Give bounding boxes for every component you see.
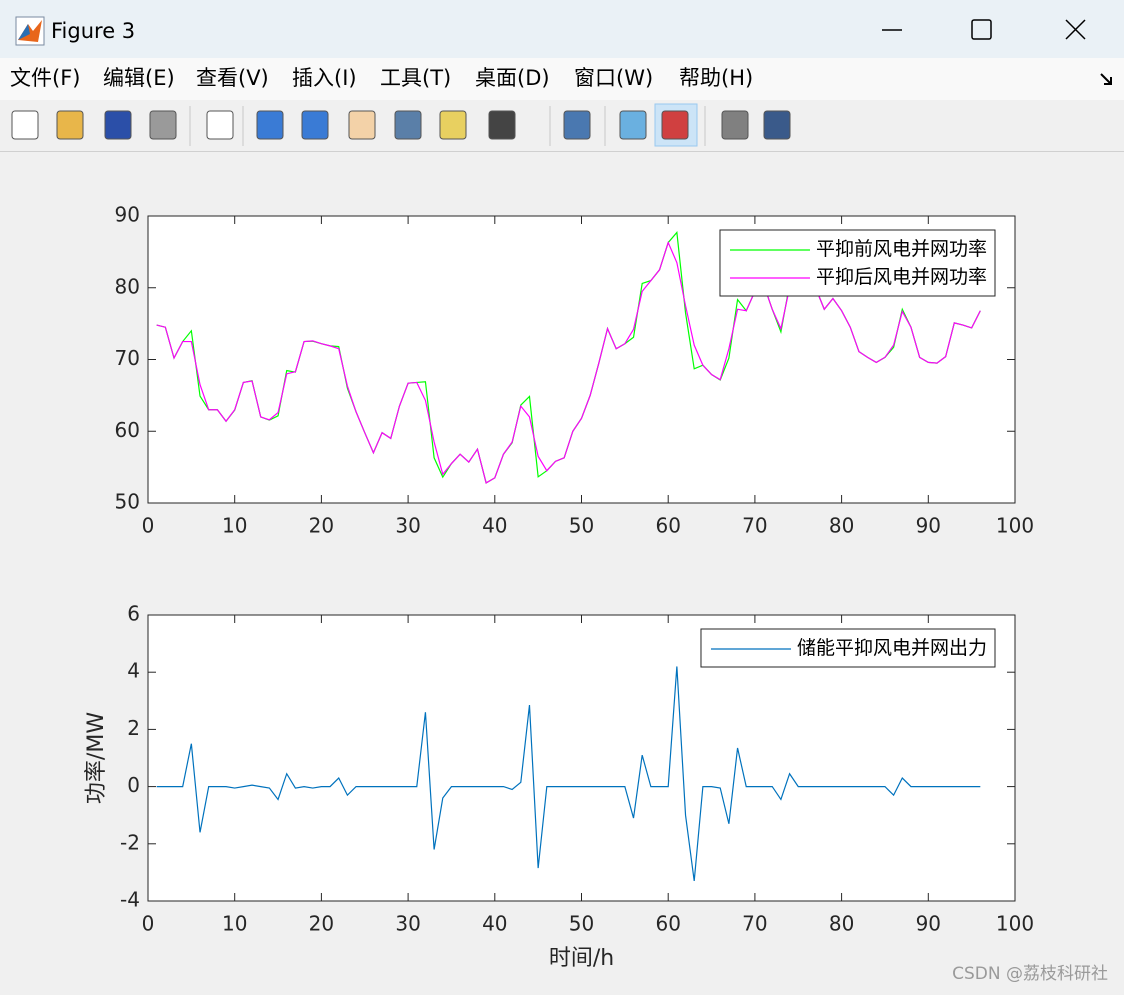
y-tick-label: 70 xyxy=(115,346,140,370)
y-tick-label: 4 xyxy=(127,659,140,683)
toolbar-button[interactable] xyxy=(104,110,132,140)
x-tick-label: 20 xyxy=(309,912,334,936)
toolbar-button[interactable] xyxy=(619,110,647,140)
x-tick-label: 30 xyxy=(395,514,420,538)
y-tick-label: 2 xyxy=(127,716,140,740)
menu-expand-icon[interactable] xyxy=(1100,73,1112,85)
data-line xyxy=(156,240,981,484)
toolbar-button[interactable] xyxy=(763,110,791,140)
maximize-button[interactable] xyxy=(971,19,992,40)
x-tick-label: 90 xyxy=(916,912,941,936)
y-tick-label: -2 xyxy=(120,830,140,854)
x-tick-label: 60 xyxy=(655,514,680,538)
toolbar-button[interactable] xyxy=(256,110,284,140)
x-tick-label: 30 xyxy=(395,912,420,936)
toolbar-button[interactable] xyxy=(348,110,376,140)
menu-item[interactable]: 窗口(W) xyxy=(574,66,653,90)
menu-item[interactable]: 查看(V) xyxy=(196,66,269,90)
menu-item[interactable]: 插入(I) xyxy=(292,66,357,90)
data-line xyxy=(156,666,981,882)
x-tick-label: 100 xyxy=(996,514,1034,538)
toolbar-button[interactable] xyxy=(11,110,39,140)
x-tick-label: 80 xyxy=(829,912,854,936)
x-tick-label: 20 xyxy=(309,514,334,538)
x-tick-label: 80 xyxy=(829,514,854,538)
x-tick-label: 50 xyxy=(569,912,594,936)
app-icon xyxy=(15,16,45,46)
y-tick-label: 80 xyxy=(115,274,140,298)
menu-bar xyxy=(0,58,1124,100)
toolbar-button[interactable] xyxy=(149,110,177,140)
y-tick-label: 90 xyxy=(115,203,140,227)
x-tick-label: 60 xyxy=(655,912,680,936)
x-tick-label: 0 xyxy=(142,514,155,538)
x-tick-label: 10 xyxy=(222,912,247,936)
toolbar-button[interactable] xyxy=(301,110,329,140)
y-tick-label: 50 xyxy=(115,490,140,514)
legend: 储能平抑风电并网出力 xyxy=(700,628,996,668)
legend-frame xyxy=(700,628,996,668)
legend-label: 平抑后风电并网功率 xyxy=(816,266,987,288)
menu-item[interactable]: 帮助(H) xyxy=(679,66,753,90)
watermark: CSDN @荔枝科研社 xyxy=(952,964,1108,984)
x-tick-label: 50 xyxy=(569,514,594,538)
y-tick-label: 6 xyxy=(127,602,140,626)
y-tick-label: -4 xyxy=(120,888,140,912)
toolbar-button[interactable] xyxy=(394,110,422,140)
toolbar-button[interactable] xyxy=(488,110,516,140)
toolbar-button[interactable] xyxy=(56,110,84,140)
close-button[interactable] xyxy=(1065,19,1086,40)
toolbar-button[interactable] xyxy=(206,110,234,140)
toolbar-button[interactable] xyxy=(721,110,749,140)
menu-item[interactable]: 桌面(D) xyxy=(475,66,550,90)
x-tick-label: 40 xyxy=(482,514,507,538)
x-tick-label: 0 xyxy=(142,912,155,936)
menu-item[interactable]: 文件(F) xyxy=(10,66,80,90)
toolbar-button[interactable] xyxy=(439,110,467,140)
title-bar xyxy=(0,0,1124,58)
x-tick-label: 40 xyxy=(482,912,507,936)
window-title: Figure 3 xyxy=(51,19,135,43)
toolbar-button[interactable] xyxy=(661,110,689,140)
x-axis-label: 时间/h xyxy=(549,946,614,971)
x-tick-label: 100 xyxy=(996,912,1034,936)
x-tick-label: 70 xyxy=(742,912,767,936)
x-tick-label: 90 xyxy=(916,514,941,538)
legend-label: 平抑前风电并网功率 xyxy=(816,238,987,260)
legend-label: 储能平抑风电并网出力 xyxy=(797,637,987,659)
menu-item[interactable]: 工具(T) xyxy=(380,66,451,90)
y-tick-label: 0 xyxy=(127,773,140,797)
x-tick-label: 10 xyxy=(222,514,247,538)
toolbar xyxy=(0,100,1124,151)
y-axis-label: 功率/MW xyxy=(84,712,109,804)
toolbar-button[interactable] xyxy=(563,110,591,140)
menu-item[interactable]: 编辑(E) xyxy=(103,66,175,90)
x-tick-label: 70 xyxy=(742,514,767,538)
y-tick-label: 60 xyxy=(115,418,140,442)
legend-frame xyxy=(719,229,996,297)
